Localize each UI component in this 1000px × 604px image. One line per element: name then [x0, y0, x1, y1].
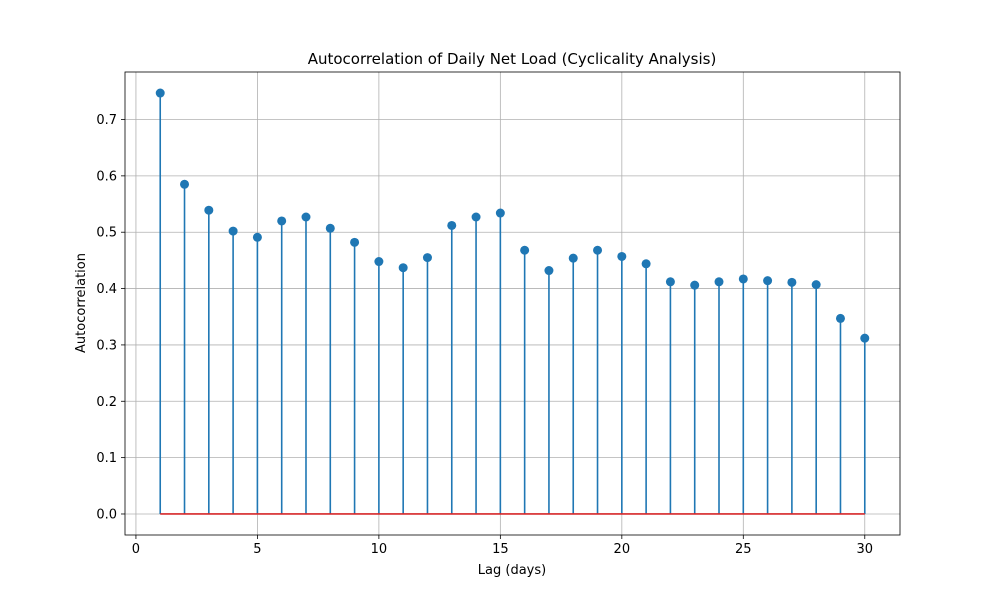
- y-tick-label: 0.2: [96, 395, 117, 410]
- x-tick-label: 20: [614, 542, 631, 557]
- stem-markers: [155, 88, 870, 343]
- y-axis-ticks: 0.0 0.1 0.2 0.3 0.4 0.5 0.6 0.7: [96, 113, 125, 522]
- x-tick-label: 0: [132, 542, 140, 557]
- stem-marker-lag-19: [593, 245, 603, 255]
- stem-marker-lag-2: [180, 179, 190, 189]
- y-tick-label: 0.1: [96, 451, 117, 466]
- x-tick-label: 15: [492, 542, 509, 557]
- stem-marker-lag-22: [665, 277, 675, 287]
- stem-marker-lag-23: [690, 280, 700, 290]
- stem-marker-lag-9: [350, 237, 360, 247]
- grid-lines: [125, 72, 900, 535]
- stem-marker-lag-21: [641, 259, 651, 269]
- stem-marker-lag-14: [471, 212, 481, 222]
- stem-marker-lag-7: [301, 212, 311, 222]
- x-tick-label: 10: [371, 542, 388, 557]
- x-tick-label: 30: [856, 542, 873, 557]
- stem-marker-lag-6: [277, 216, 287, 226]
- stem-marker-lag-26: [763, 276, 773, 286]
- y-tick-label: 0.4: [96, 282, 117, 297]
- stem-marker-lag-11: [398, 263, 408, 273]
- stem-marker-lag-3: [204, 205, 214, 215]
- y-tick-label: 0.7: [96, 113, 117, 128]
- stem-marker-lag-5: [252, 232, 262, 242]
- stem-marker-lag-29: [835, 313, 845, 323]
- stem-marker-lag-27: [787, 277, 797, 287]
- x-tick-label: 25: [735, 542, 752, 557]
- chart-title: Autocorrelation of Daily Net Load (Cycli…: [308, 50, 717, 68]
- y-axis-label: Autocorrelation: [74, 253, 89, 353]
- stem-marker-lag-30: [860, 333, 870, 343]
- stem-marker-lag-8: [325, 223, 335, 233]
- stem-marker-lag-18: [568, 253, 578, 263]
- stem-marker-lag-15: [495, 208, 505, 218]
- stem-lines: [159, 93, 866, 514]
- stem-marker-lag-16: [520, 245, 530, 255]
- stem-marker-lag-24: [714, 277, 724, 287]
- plot-frame: [124, 71, 901, 536]
- x-axis-ticks: 0 5 10 15 20 25 30: [132, 535, 873, 557]
- x-tick-label: 5: [253, 542, 261, 557]
- y-tick-label: 0.5: [96, 226, 117, 241]
- y-tick-label: 0.0: [96, 507, 117, 522]
- stem-marker-lag-10: [374, 257, 384, 267]
- stem-marker-lag-12: [422, 253, 432, 263]
- y-tick-label: 0.6: [96, 169, 117, 184]
- x-axis-label: Lag (days): [478, 563, 546, 578]
- stem-marker-lag-28: [811, 280, 821, 290]
- y-tick-label: 0.3: [96, 338, 117, 353]
- stem-marker-lag-13: [447, 220, 457, 230]
- stem-marker-lag-1: [155, 88, 165, 98]
- stem-marker-lag-20: [617, 251, 627, 261]
- stem-marker-lag-17: [544, 266, 554, 276]
- stem-marker-lag-4: [228, 226, 238, 236]
- stem-marker-lag-25: [738, 274, 748, 284]
